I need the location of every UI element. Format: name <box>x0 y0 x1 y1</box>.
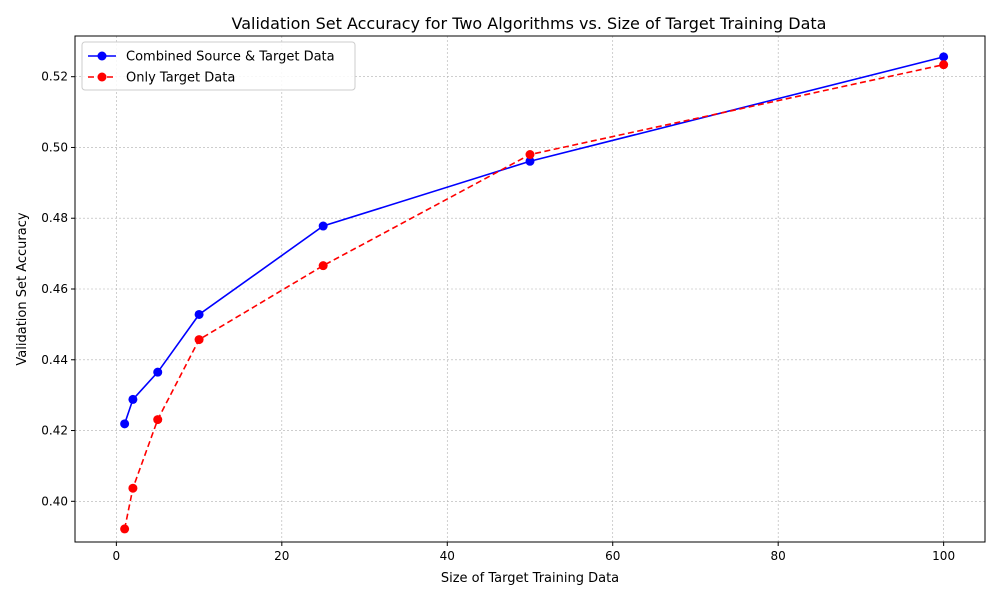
chart-title: Validation Set Accuracy for Two Algorith… <box>232 14 827 33</box>
y-tick-label: 0.46 <box>41 282 68 296</box>
series-line-combined <box>123 56 944 425</box>
series-line-only-target <box>123 63 944 530</box>
series-combined <box>120 52 949 429</box>
series-only-target <box>120 60 949 534</box>
series-layer <box>120 52 949 534</box>
data-point-only-target <box>939 60 949 70</box>
legend-marker-only-target <box>97 72 107 82</box>
data-point-only-target <box>318 261 328 271</box>
legend-box <box>81 41 356 91</box>
data-point-only-target <box>128 483 138 493</box>
legend-label-only-target: Only Target Data <box>126 71 235 86</box>
x-tick-label: 80 <box>771 549 786 563</box>
data-point-combined <box>939 52 949 62</box>
legend-marker-combined <box>97 51 107 61</box>
data-point-only-target <box>525 150 535 160</box>
y-tick-label: 0.48 <box>41 211 68 225</box>
x-tick-label: 0 <box>113 549 121 563</box>
y-tick-label: 0.52 <box>41 70 68 84</box>
y-tick-label: 0.50 <box>41 140 68 154</box>
y-tick-label: 0.40 <box>41 494 68 508</box>
data-point-combined <box>128 394 138 404</box>
data-point-combined <box>153 367 163 377</box>
data-point-combined <box>120 419 130 429</box>
x-tick-label: 40 <box>440 549 455 563</box>
y-tick-label: 0.44 <box>41 353 68 367</box>
y-tick-label: 0.42 <box>41 424 68 438</box>
legend-item-only-target: Only Target Data <box>88 71 235 86</box>
data-point-only-target <box>120 524 130 534</box>
x-tick-label: 100 <box>932 549 955 563</box>
data-point-combined <box>525 156 535 166</box>
y-axis-label: Validation Set Accuracy <box>15 212 30 365</box>
legend-item-combined: Combined Source & Target Data <box>88 50 335 65</box>
legend-label-combined: Combined Source & Target Data <box>126 50 335 65</box>
data-point-only-target <box>194 335 204 345</box>
data-point-combined <box>194 309 204 319</box>
data-point-only-target <box>153 415 163 425</box>
x-tick-label: 60 <box>605 549 620 563</box>
axis-ticks: 0 20 40 60 80 100 0.40 0.42 0.44 0.46 0.48 0.50 0.52 <box>41 70 955 563</box>
legend: Combined Source & Target Data Only Target… <box>81 41 356 91</box>
x-axis-label: Size of Target Training Data <box>441 571 619 586</box>
grid-lines <box>75 36 985 542</box>
data-point-combined <box>318 221 328 231</box>
x-tick-label: 20 <box>274 549 289 563</box>
